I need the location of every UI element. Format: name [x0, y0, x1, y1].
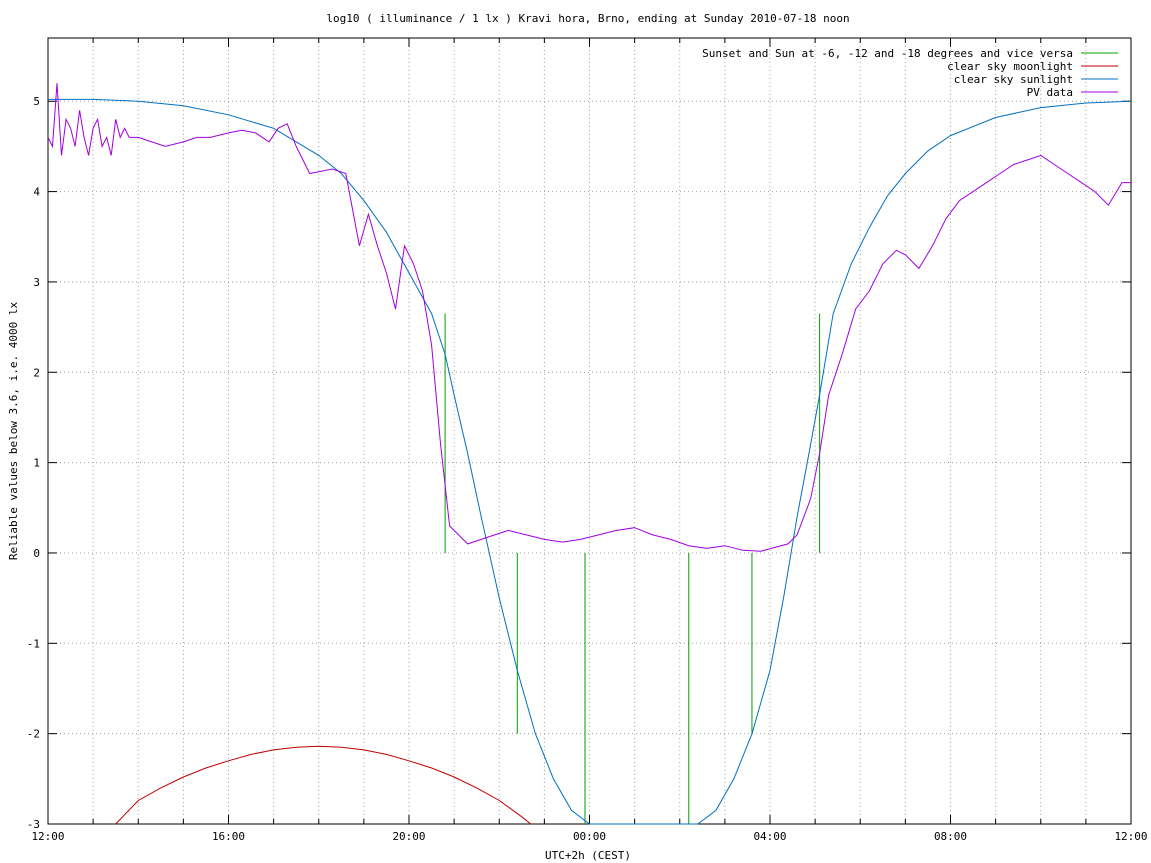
- x-tick-label: 08:00: [934, 830, 967, 843]
- series-line-1: [115, 745, 532, 825]
- series-line-2: [48, 98, 1132, 825]
- y-tick-label: -1: [27, 637, 40, 650]
- x-tick-label: 12:00: [1114, 830, 1147, 843]
- legend-label: clear sky sunlight: [954, 73, 1073, 86]
- x-tick-label: 00:00: [573, 830, 606, 843]
- series-line-3: [47, 83, 1131, 552]
- legend-label: PV data: [1027, 86, 1073, 99]
- chart-title: log10 ( illuminance / 1 lx ) Kravi hora,…: [326, 12, 849, 25]
- legend-label: clear sky moonlight: [947, 60, 1073, 73]
- y-tick-label: 5: [33, 95, 40, 108]
- x-tick-label: 20:00: [392, 830, 425, 843]
- x-tick-label: 16:00: [212, 830, 245, 843]
- y-tick-label: 0: [33, 547, 40, 560]
- y-tick-label: 2: [33, 366, 40, 379]
- y-axis-label: Reliable values below 3.6, i.e. 4000 lx: [7, 301, 20, 560]
- x-tick-label: 12:00: [31, 830, 64, 843]
- y-tick-label: 4: [33, 186, 40, 199]
- legend: Sunset and Sun at -6, -12 and -18 degree…: [702, 47, 1118, 99]
- y-tick-label: 3: [33, 276, 40, 289]
- legend-label: Sunset and Sun at -6, -12 and -18 degree…: [702, 47, 1073, 60]
- y-tick-label: -2: [27, 728, 40, 741]
- axis-ticks: 12:00 16:00 20:00 00:00 04:00 08:00 12:00-3-2-…: [27, 38, 1148, 843]
- data-series: [47, 83, 1132, 825]
- grid-lines: [48, 38, 1131, 824]
- x-axis-label: UTC+2h (CEST): [545, 849, 631, 862]
- y-tick-label: -3: [27, 818, 40, 831]
- x-tick-label: 04:00: [753, 830, 786, 843]
- y-tick-label: 1: [33, 457, 40, 470]
